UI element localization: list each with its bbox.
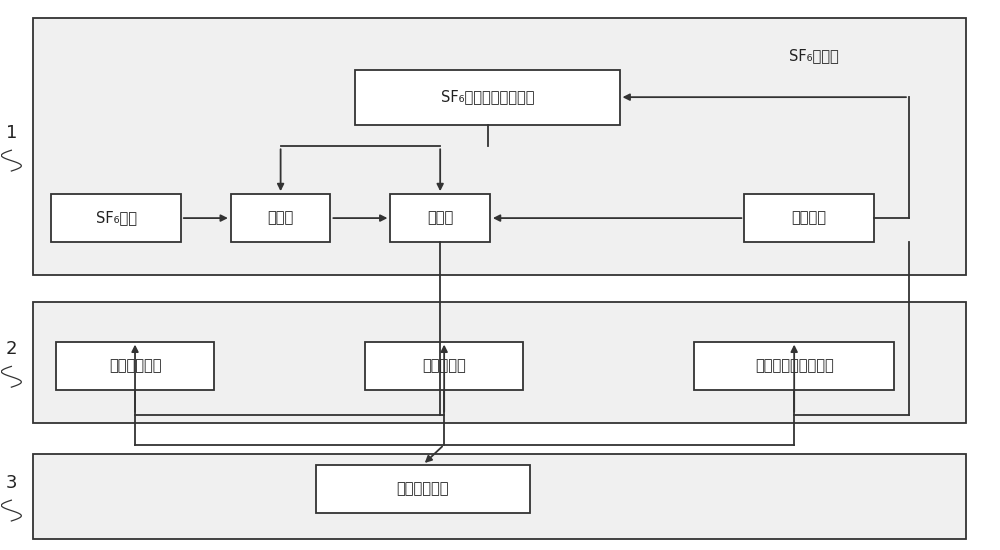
Text: 1: 1 bbox=[6, 124, 17, 142]
FancyBboxPatch shape bbox=[390, 194, 490, 242]
Text: SF₆自动检测充气装置: SF₆自动检测充气装置 bbox=[441, 90, 534, 104]
FancyBboxPatch shape bbox=[56, 342, 214, 390]
FancyBboxPatch shape bbox=[365, 342, 523, 390]
FancyBboxPatch shape bbox=[33, 454, 966, 539]
FancyBboxPatch shape bbox=[355, 70, 620, 124]
Text: 3: 3 bbox=[6, 474, 17, 492]
Text: SF₆传感器: SF₆传感器 bbox=[789, 48, 839, 64]
Text: 组合电器: 组合电器 bbox=[792, 211, 827, 226]
FancyBboxPatch shape bbox=[316, 465, 530, 513]
Text: 组分析单元: 组分析单元 bbox=[422, 359, 466, 373]
Text: 综合诊断系统: 综合诊断系统 bbox=[396, 481, 449, 497]
FancyBboxPatch shape bbox=[694, 342, 894, 390]
FancyBboxPatch shape bbox=[744, 194, 874, 242]
Text: SF₆气站: SF₆气站 bbox=[96, 211, 137, 226]
Text: 特高频局部检测单元: 特高频局部检测单元 bbox=[755, 359, 834, 373]
Text: 微水检测单元: 微水检测单元 bbox=[109, 359, 161, 373]
FancyBboxPatch shape bbox=[33, 18, 966, 275]
Text: 2: 2 bbox=[6, 340, 17, 358]
FancyBboxPatch shape bbox=[33, 302, 966, 423]
Text: 电磁阀: 电磁阀 bbox=[427, 211, 453, 226]
FancyBboxPatch shape bbox=[231, 194, 330, 242]
FancyBboxPatch shape bbox=[51, 194, 181, 242]
Text: 电磁阀: 电磁阀 bbox=[267, 211, 294, 226]
